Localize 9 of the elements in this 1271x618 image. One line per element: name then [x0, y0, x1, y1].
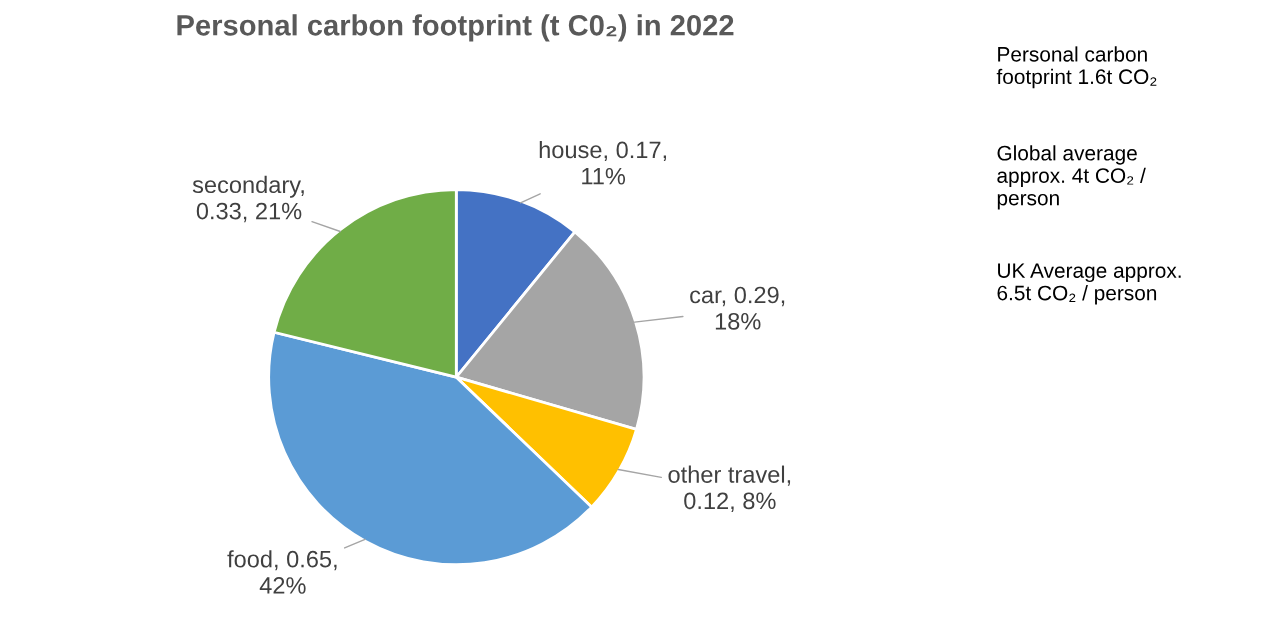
chart-title: Personal carbon footprint (t C0₂) in 2022: [177, 14, 734, 42]
text: Global average approx. 4t CO₂ / person: [997, 145, 1146, 210]
slice-label: food, 0.65, 42%: [227, 550, 337, 594]
text: Personal carbon footprint 1.6t CO₂: [996, 46, 1157, 89]
text: UK Average approx. 6.5t CO₂ / person: [997, 263, 1181, 305]
slice-label: secondary, 0.33, 21%: [192, 175, 304, 223]
slice-label: other travel, 0.12, 8%: [668, 465, 791, 512]
slice-label: car, 0.29, 18%: [690, 286, 785, 330]
slice-label: house, 0.17, 11%: [539, 140, 667, 185]
